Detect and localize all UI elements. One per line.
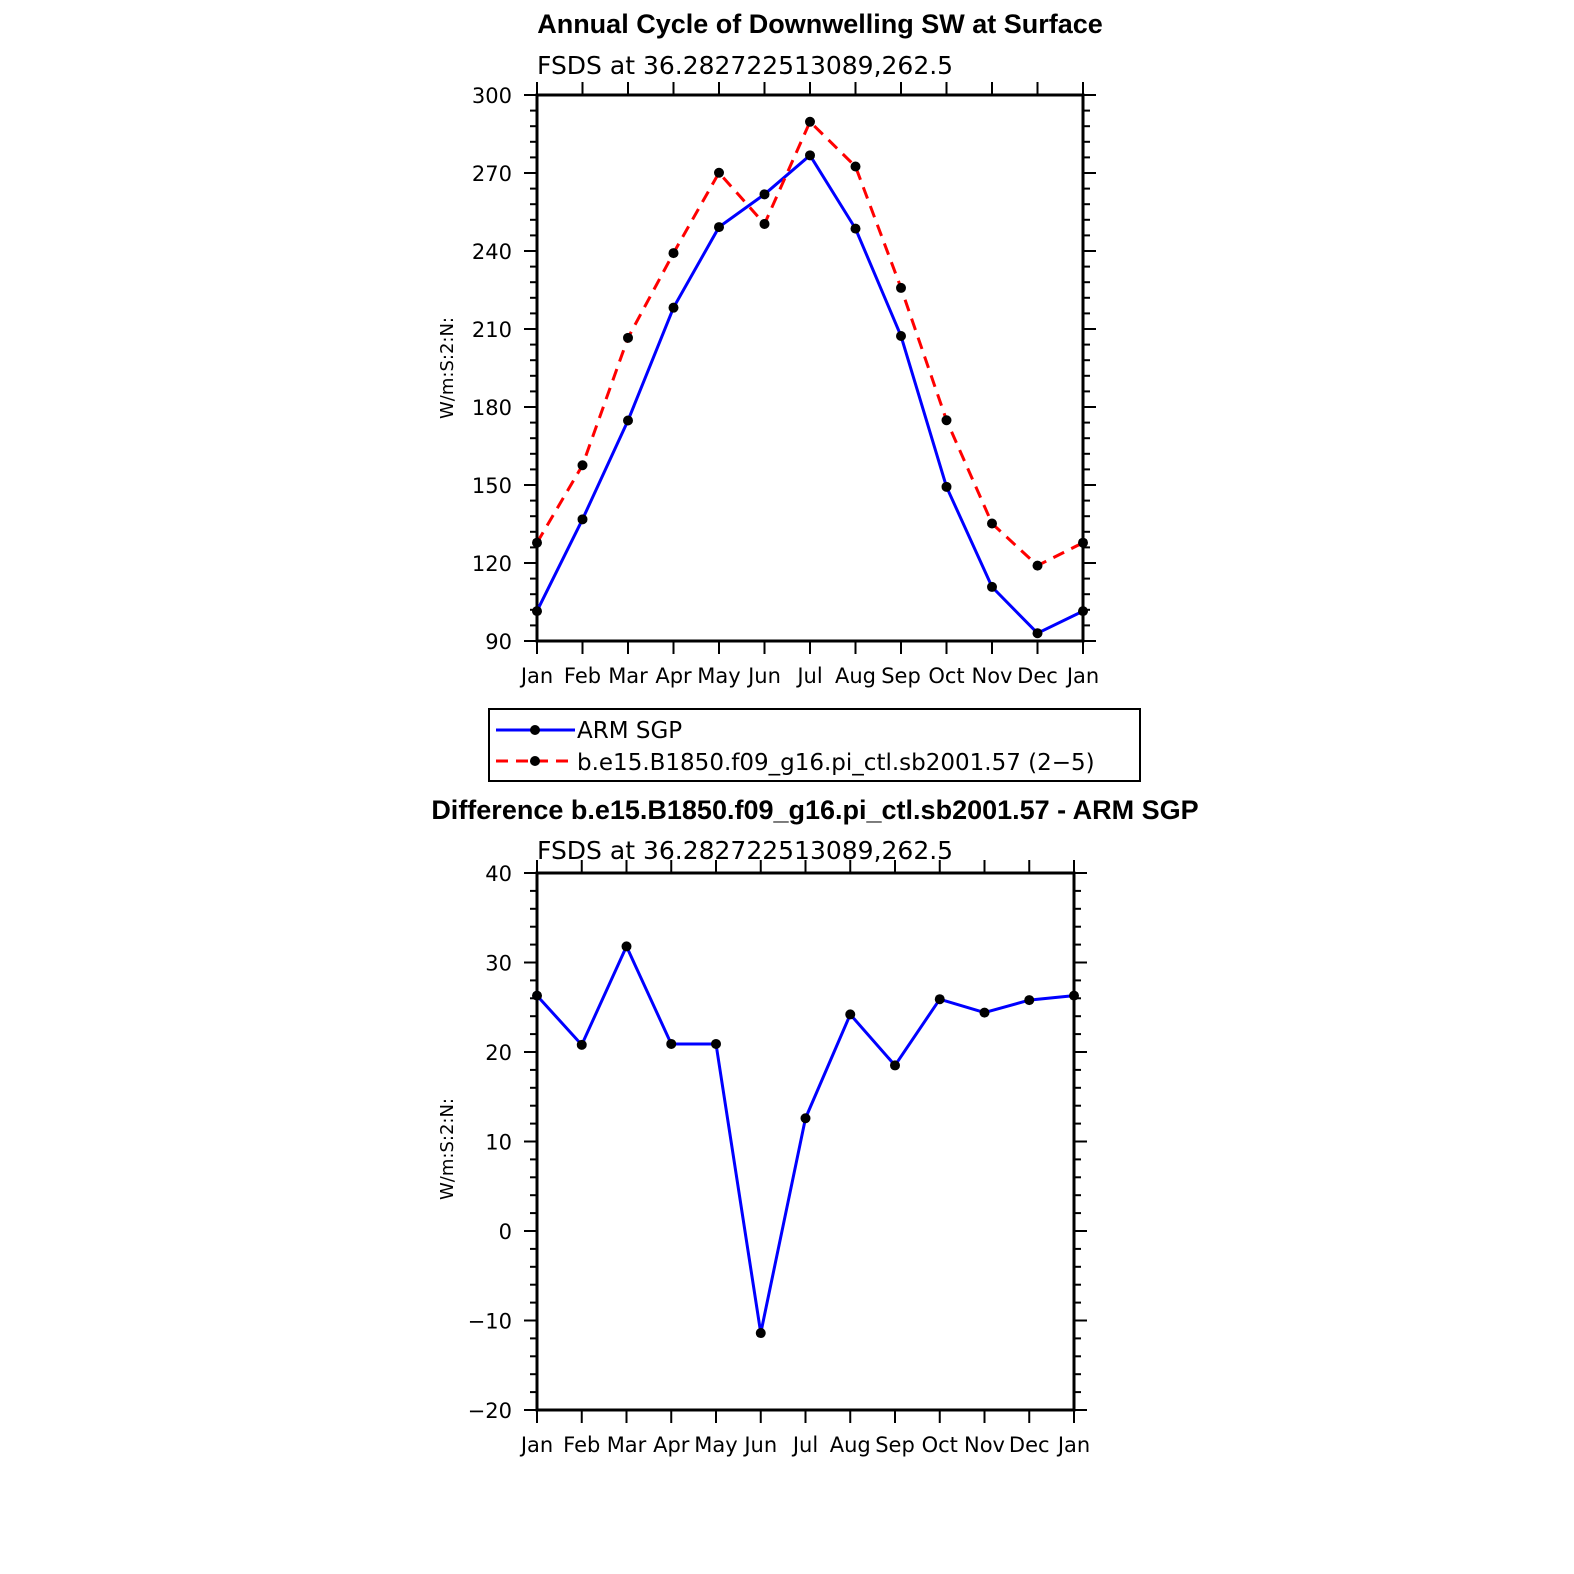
legend-label-model: b.e15.B1850.f09_g16.pi_ctl.sb2001.57 (2−…: [577, 750, 1095, 776]
chart1-subtitle: FSDS at 36.282722513089,262.5: [537, 51, 953, 80]
y-tick-label: 0: [499, 1220, 512, 1244]
data-point: [623, 332, 633, 343]
y-tick-label: 240: [472, 240, 512, 264]
x-tick-label: Apr: [653, 1433, 690, 1457]
data-point: [1078, 537, 1088, 548]
y-tick-label: 270: [472, 162, 512, 186]
data-point: [532, 537, 542, 548]
data-point: [800, 1113, 811, 1124]
data-point: [577, 460, 588, 471]
chart2-plot: Jan Feb Mar Apr May Jun Jul Aug Sep Oct Nov Dec Jan−…: [468, 860, 1090, 1457]
data-point: [1024, 995, 1035, 1006]
data-point: [668, 248, 679, 259]
x-tick-label: Jan: [519, 1433, 553, 1457]
data-point: [532, 990, 542, 1001]
x-tick-label: Jul: [791, 1433, 818, 1457]
chart1-title: Annual Cycle of Downwelling SW at Surfac…: [537, 9, 1103, 39]
y-tick-label: −20: [468, 1399, 512, 1423]
x-tick-label: Mar: [607, 1433, 647, 1457]
data-point: [941, 415, 952, 426]
series-line-1: [535, 119, 1084, 568]
data-point: [576, 1039, 587, 1050]
data-point: [1078, 606, 1088, 617]
chart2-title: Difference b.e15.B1850.f09_g16.pi_ctl.sb…: [431, 795, 1198, 825]
y-tick-label: 10: [485, 1131, 512, 1155]
plot-frame: [535, 93, 1085, 643]
data-point: [711, 1038, 721, 1049]
data-point: [850, 161, 861, 172]
x-tick-label: Jul: [795, 664, 822, 688]
data-point: [941, 481, 952, 492]
x-tick-label: Oct: [928, 664, 964, 688]
y-tick-label: 20: [485, 1041, 512, 1065]
data-point: [668, 302, 679, 313]
data-point: [845, 1009, 856, 1020]
x-tick-label: Sep: [881, 664, 921, 688]
chart2-ylabel: W/m:S:2:N:: [437, 1098, 458, 1200]
x-tick-label: Jan: [1065, 664, 1099, 688]
data-point: [987, 518, 997, 529]
legend-box: [488, 708, 1141, 782]
data-point: [755, 1328, 766, 1339]
legend: ARM SGP b.e15.B1850.f09_g16.pi_ctl.sb200…: [488, 708, 1141, 782]
data-point: [934, 994, 945, 1005]
x-tick-label: Jan: [519, 664, 553, 688]
x-tick-label: Nov: [964, 1433, 1005, 1457]
y-tick-label: 30: [485, 952, 512, 976]
plot-frame: [535, 871, 1076, 1412]
x-tick-label: Feb: [564, 664, 601, 688]
data-point: [577, 514, 588, 525]
y-tick-label: 120: [472, 552, 512, 576]
chart1-plot: Jan Feb Mar Apr May Jun Jul Aug Sep Oct Nov Dec Jan 9…: [472, 82, 1099, 688]
x-tick-label: Nov: [972, 664, 1013, 688]
y-tick-label: 210: [472, 318, 512, 342]
data-point: [896, 282, 906, 293]
data-point: [1032, 560, 1043, 571]
data-point: [623, 415, 633, 426]
legend-marker-arm-sgp: [530, 725, 540, 735]
data-point: [890, 1060, 900, 1071]
y-tick-label: 150: [472, 474, 512, 498]
data-point: [621, 941, 632, 952]
data-point: [666, 1038, 677, 1049]
y-tick-label: 300: [472, 84, 512, 108]
x-tick-label: Mar: [608, 664, 648, 688]
y-tick-label: −10: [468, 1310, 512, 1334]
data-point: [714, 167, 724, 178]
x-tick-label: Dec: [1009, 1433, 1050, 1457]
data-point: [979, 1007, 990, 1018]
x-tick-label: Apr: [655, 664, 692, 688]
data-point: [1032, 628, 1043, 639]
chart1-ylabel: W/m:S:2:N:: [437, 317, 458, 419]
x-tick-label: Jun: [742, 1433, 777, 1457]
y-tick-label: 90: [485, 630, 512, 654]
y-tick-label: 180: [472, 396, 512, 420]
x-tick-label: Feb: [563, 1433, 600, 1457]
x-tick-label: Dec: [1017, 664, 1058, 688]
x-tick-label: Aug: [835, 664, 876, 688]
data-point: [759, 189, 770, 200]
data-point: [1069, 990, 1079, 1001]
legend-label-arm-sgp: ARM SGP: [577, 718, 682, 744]
data-point: [759, 218, 770, 229]
series-line-0: [535, 153, 1084, 636]
x-tick-label: Aug: [830, 1433, 871, 1457]
y-tick-label: 40: [485, 862, 512, 886]
chart2-subtitle: FSDS at 36.282722513089,262.5: [537, 836, 953, 865]
x-tick-label: Sep: [875, 1433, 915, 1457]
x-tick-label: Jan: [1056, 1433, 1090, 1457]
data-point: [896, 331, 906, 342]
data-point: [987, 581, 997, 592]
x-tick-label: May: [694, 1433, 737, 1457]
x-tick-label: May: [697, 664, 740, 688]
data-point: [850, 223, 861, 234]
data-point: [714, 222, 724, 233]
series-line-0: [535, 942, 1075, 1334]
x-tick-label: Oct: [922, 1433, 958, 1457]
x-tick-label: Jun: [746, 664, 781, 688]
data-point: [805, 150, 815, 161]
data-point: [532, 606, 542, 617]
legend-marker-model: [530, 756, 540, 766]
data-point: [805, 116, 815, 127]
